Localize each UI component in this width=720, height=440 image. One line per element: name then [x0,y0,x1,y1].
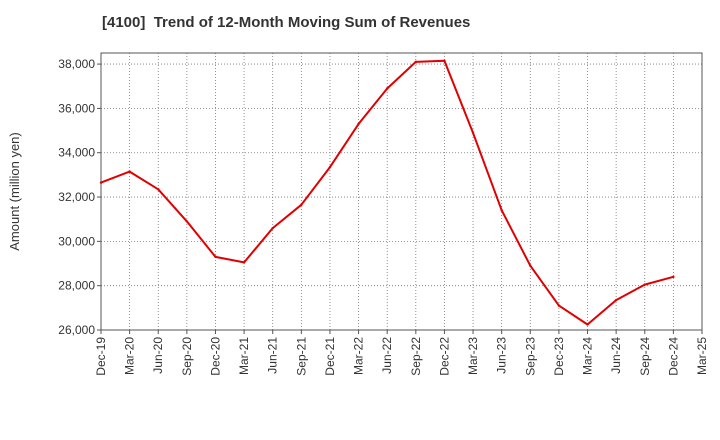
data-point [500,209,503,212]
x-tick-label: Dec-20 [208,337,222,376]
x-tick-label: Sep-22 [409,337,423,376]
data-point [128,170,131,173]
x-tick-label: Sep-23 [523,337,537,376]
data-point [557,304,561,307]
x-tick-label: Mar-22 [352,337,366,375]
data-point [328,165,332,169]
data-point [443,59,446,62]
y-axis-label: Amount (million yen) [7,132,22,251]
data-point [471,131,475,134]
x-tick-label: Mar-25 [695,337,709,375]
x-tick-label: Jun-24 [609,337,623,374]
plot-frame [100,52,703,331]
x-tick-label: Sep-24 [638,337,652,376]
x-tick-label: Jun-20 [151,337,165,374]
y-tick-label: 28,000 [58,279,95,293]
x-tick-label: Sep-21 [294,337,308,376]
x-tick-label: Mar-24 [581,337,595,375]
x-tick-label: Jun-22 [380,337,394,374]
data-point [99,181,103,184]
chart-title: [4100] Trend of 12-Month Moving Sum of R… [102,14,471,31]
x-tick-label: Mar-23 [466,337,480,375]
x-tick-label: Dec-19 [94,337,108,376]
data-point [614,298,618,302]
data-point [586,323,589,326]
data-point [529,264,532,267]
data-point [643,283,646,286]
x-tick-label: Mar-20 [123,337,137,375]
x-tick-label: Dec-23 [552,337,566,376]
data-point [157,188,160,191]
data-point [672,275,675,279]
x-tick-label: Sep-20 [180,337,194,376]
data-point [414,60,418,64]
x-tick-label: Jun-21 [266,337,280,374]
data-point [242,261,246,264]
data-point [214,255,217,259]
x-tick-label: Dec-24 [666,337,680,376]
data-point [357,122,360,126]
y-tick-label: 36,000 [58,101,95,115]
x-tick-label: Jun-23 [495,337,509,374]
y-tick-label: 26,000 [58,323,95,337]
data-point [300,203,303,206]
x-tick-label: Mar-21 [237,337,251,375]
data-point [385,87,389,90]
data-point [271,226,274,230]
y-tick-label: 30,000 [58,234,95,248]
y-tick-label: 32,000 [58,190,95,204]
x-tick-label: Dec-21 [323,337,337,376]
x-tick-label: Dec-22 [437,337,451,376]
y-tick-label: 38,000 [58,57,95,71]
data-point [185,220,189,223]
y-tick-label: 34,000 [58,146,95,160]
